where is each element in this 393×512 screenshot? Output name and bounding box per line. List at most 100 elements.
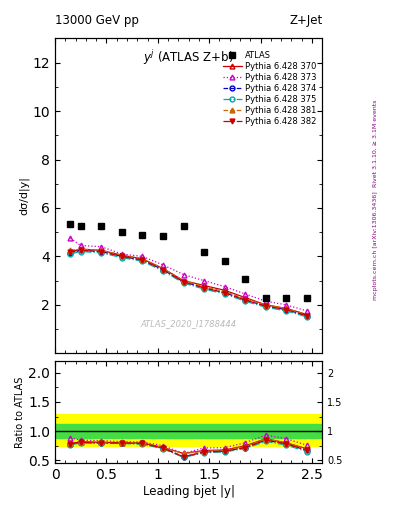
Pythia 6.428 374 [263, 303, 268, 309]
Pythia 6.428 373 [140, 253, 145, 260]
Bar [55, 424, 322, 438]
Pythia 6.428 382 [222, 290, 227, 296]
Text: $y^{j}$ (ATLAS Z+b): $y^{j}$ (ATLAS Z+b) [143, 48, 234, 67]
Pythia 6.428 373 [181, 271, 186, 278]
Pythia 6.428 375 [284, 308, 288, 314]
Pythia 6.428 370 [263, 302, 268, 308]
Pythia 6.428 382 [263, 303, 268, 309]
Pythia 6.428 374 [243, 297, 248, 303]
Pythia 6.428 373 [202, 278, 206, 284]
Pythia 6.428 373 [99, 244, 104, 250]
Pythia 6.428 373 [78, 242, 83, 248]
Pythia 6.428 373 [263, 298, 268, 304]
ATLAS [202, 248, 206, 254]
Pythia 6.428 381 [181, 278, 186, 284]
Text: 13000 GeV pp: 13000 GeV pp [55, 14, 139, 27]
Pythia 6.428 370 [222, 287, 227, 293]
Pythia 6.428 374 [78, 247, 83, 253]
Pythia 6.428 381 [243, 296, 248, 302]
Pythia 6.428 381 [222, 288, 227, 294]
ATLAS [263, 294, 268, 301]
Pythia 6.428 382 [68, 248, 73, 254]
Pythia 6.428 382 [140, 257, 145, 263]
Pythia 6.428 381 [305, 311, 309, 317]
Line: Pythia 6.428 375: Pythia 6.428 375 [68, 249, 309, 319]
Pythia 6.428 374 [119, 253, 124, 260]
ATLAS [99, 223, 104, 229]
ATLAS [181, 223, 186, 229]
Pythia 6.428 373 [222, 284, 227, 290]
ATLAS [284, 294, 288, 301]
Pythia 6.428 370 [284, 305, 288, 311]
Pythia 6.428 374 [181, 279, 186, 285]
Pythia 6.428 370 [68, 248, 73, 254]
Pythia 6.428 382 [119, 253, 124, 260]
Pythia 6.428 381 [202, 284, 206, 290]
Pythia 6.428 382 [181, 279, 186, 285]
Pythia 6.428 373 [284, 302, 288, 308]
Line: ATLAS: ATLAS [67, 220, 310, 301]
Pythia 6.428 370 [305, 311, 309, 317]
Pythia 6.428 381 [78, 246, 83, 252]
ATLAS [78, 223, 83, 229]
Text: ATLAS_2020_I1788444: ATLAS_2020_I1788444 [141, 319, 237, 328]
Pythia 6.428 381 [284, 305, 288, 311]
Bar [55, 414, 322, 446]
Pythia 6.428 382 [243, 297, 248, 303]
Pythia 6.428 374 [305, 313, 309, 319]
Pythia 6.428 375 [243, 298, 248, 304]
Pythia 6.428 381 [68, 247, 73, 253]
ATLAS [243, 276, 248, 283]
Pythia 6.428 375 [99, 250, 104, 256]
Pythia 6.428 375 [263, 304, 268, 310]
Pythia 6.428 375 [140, 258, 145, 264]
Pythia 6.428 370 [78, 246, 83, 252]
Pythia 6.428 381 [99, 247, 104, 253]
Pythia 6.428 382 [78, 247, 83, 253]
Line: Pythia 6.428 382: Pythia 6.428 382 [68, 248, 309, 318]
Pythia 6.428 382 [161, 267, 165, 273]
Pythia 6.428 370 [99, 247, 104, 253]
Text: Z+Jet: Z+Jet [289, 14, 322, 27]
Pythia 6.428 374 [161, 267, 165, 273]
Pythia 6.428 375 [78, 248, 83, 254]
Text: mcplots.cern.ch [arXiv:1306.3436]: mcplots.cern.ch [arXiv:1306.3436] [373, 191, 378, 300]
ATLAS [119, 229, 124, 235]
Pythia 6.428 370 [119, 252, 124, 258]
Pythia 6.428 370 [161, 265, 165, 271]
Y-axis label: Ratio to ATLAS: Ratio to ATLAS [15, 376, 26, 448]
Pythia 6.428 375 [181, 280, 186, 286]
Pythia 6.428 382 [99, 248, 104, 254]
Line: Pythia 6.428 373: Pythia 6.428 373 [68, 236, 309, 313]
Pythia 6.428 382 [284, 307, 288, 313]
Pythia 6.428 374 [284, 307, 288, 313]
Pythia 6.428 374 [68, 250, 73, 256]
Pythia 6.428 374 [140, 257, 145, 263]
Line: Pythia 6.428 374: Pythia 6.428 374 [68, 248, 309, 318]
ATLAS [140, 231, 145, 238]
Pythia 6.428 370 [202, 283, 206, 289]
Text: Rivet 3.1.10, ≥ 3.1M events: Rivet 3.1.10, ≥ 3.1M events [373, 100, 378, 187]
Line: Pythia 6.428 381: Pythia 6.428 381 [68, 247, 309, 317]
Pythia 6.428 373 [243, 291, 248, 297]
Pythia 6.428 374 [202, 285, 206, 291]
Pythia 6.428 381 [263, 302, 268, 308]
Pythia 6.428 375 [68, 251, 73, 257]
Legend: ATLAS, Pythia 6.428 370, Pythia 6.428 373, Pythia 6.428 374, Pythia 6.428 375, P: ATLAS, Pythia 6.428 370, Pythia 6.428 37… [222, 49, 318, 127]
Pythia 6.428 381 [140, 255, 145, 262]
Pythia 6.428 373 [68, 235, 73, 241]
Pythia 6.428 375 [305, 314, 309, 320]
ATLAS [161, 233, 165, 239]
Pythia 6.428 375 [202, 286, 206, 292]
Pythia 6.428 374 [99, 248, 104, 254]
ATLAS [68, 221, 73, 227]
Pythia 6.428 370 [181, 278, 186, 284]
Pythia 6.428 375 [119, 254, 124, 261]
Pythia 6.428 373 [305, 308, 309, 314]
X-axis label: Leading bjet |y|: Leading bjet |y| [143, 485, 235, 498]
Pythia 6.428 381 [161, 265, 165, 271]
Pythia 6.428 382 [202, 285, 206, 291]
Pythia 6.428 373 [119, 251, 124, 257]
Pythia 6.428 382 [305, 313, 309, 319]
Y-axis label: dσ/d|y|: dσ/d|y| [19, 177, 30, 215]
